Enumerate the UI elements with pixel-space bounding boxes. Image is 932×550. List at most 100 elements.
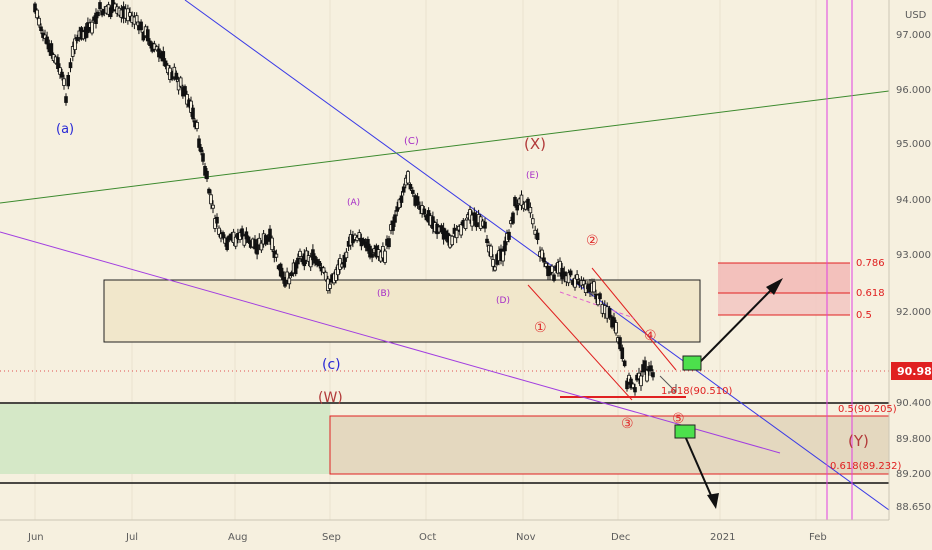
candle-body	[268, 228, 272, 242]
channel-upper-red	[591, 267, 677, 371]
trendline-green[interactable]	[0, 90, 890, 204]
candle-body	[581, 280, 586, 286]
candle-body	[183, 86, 187, 96]
candle-body	[489, 245, 493, 258]
candle-body	[45, 36, 49, 45]
candle-body	[296, 257, 300, 265]
candle-body	[503, 240, 507, 252]
candle-body	[620, 347, 625, 359]
candle-body	[246, 236, 251, 243]
x-tick: Nov	[516, 532, 536, 543]
wave-label-C: (C)	[404, 136, 419, 147]
candle-body	[366, 238, 370, 252]
candle-body	[281, 271, 285, 281]
candle-body	[515, 204, 519, 211]
candle-body	[244, 231, 249, 240]
candle-body	[533, 229, 537, 235]
candle-body	[172, 66, 177, 78]
candle-body	[191, 107, 195, 120]
wave-label-c: (c)	[322, 357, 341, 373]
candle-body	[37, 17, 41, 26]
wave-label-B: (B)	[377, 289, 390, 299]
candle-body	[399, 195, 404, 203]
candle-body	[531, 218, 535, 225]
fib-label-05-90205: 0.5(90.205)	[838, 404, 897, 415]
wave-label-E: (E)	[526, 171, 539, 181]
candle-body	[274, 253, 279, 258]
candle-body	[573, 277, 577, 288]
trendline-purple[interactable]	[0, 231, 781, 454]
y-tick: 94.000	[896, 195, 931, 206]
candle-body	[75, 37, 79, 42]
candle-body	[298, 250, 302, 257]
wave-label-X: (X)	[524, 135, 546, 153]
candle-body	[145, 29, 150, 42]
candle-body	[56, 57, 60, 69]
x-tick: Feb	[809, 532, 827, 543]
trendline-blue[interactable]	[184, 0, 890, 511]
x-tick: Jun	[27, 532, 44, 543]
currency-label: USD	[905, 10, 927, 21]
candle-body	[240, 228, 244, 237]
candle-body	[60, 71, 64, 78]
wave-label-3: ③	[621, 416, 634, 432]
candle-body	[108, 7, 113, 18]
candle-body	[201, 153, 205, 162]
candle-body	[141, 32, 146, 41]
candle-body	[174, 72, 179, 80]
candle-body	[185, 94, 189, 105]
candle-body	[542, 257, 546, 263]
candle-body	[134, 15, 139, 23]
wave-label-5: ⑤	[672, 411, 685, 427]
candle-body	[361, 238, 366, 244]
y-tick: 97.000	[896, 30, 931, 41]
candle-body	[550, 265, 554, 273]
candle-body	[649, 365, 653, 372]
fib-label-0786: 0.786	[856, 258, 885, 269]
candle-body	[317, 260, 322, 267]
candle-body	[308, 256, 313, 268]
fib-label-0618: 0.618	[856, 288, 885, 299]
candle-body	[357, 232, 362, 239]
candle-body	[195, 122, 199, 130]
candle-body	[627, 374, 631, 383]
candle-body	[607, 308, 612, 318]
candle-body	[651, 372, 655, 378]
candle-body	[410, 189, 415, 194]
candle-body	[596, 294, 600, 306]
x-tick: Sep	[322, 532, 341, 543]
candle-body	[259, 242, 264, 251]
candle-body	[575, 274, 579, 280]
candle-body	[334, 269, 338, 281]
candle-body	[203, 165, 207, 176]
wave-label-Y: (Y)	[848, 432, 869, 450]
candle-body	[242, 235, 247, 246]
candle-body	[558, 260, 562, 274]
arrow-up	[699, 278, 783, 363]
candle-body	[344, 251, 349, 259]
y-tick: 89.200	[896, 469, 931, 480]
candle-body	[370, 253, 374, 258]
candle-body	[189, 100, 193, 113]
wave-label-W: (W)	[318, 390, 343, 406]
candle-body	[566, 272, 571, 284]
candle-body	[70, 46, 75, 57]
candle-body	[355, 236, 359, 241]
candle-body	[58, 67, 62, 75]
candle-body	[631, 383, 635, 389]
support-zone-brown	[329, 415, 890, 475]
candle-body	[128, 12, 132, 17]
candle-body	[39, 26, 43, 31]
time-axis: Jun Jul Aug Sep Oct Nov Dec 2021 Feb	[0, 519, 889, 543]
candle-body	[209, 194, 213, 205]
candle-body	[383, 250, 387, 263]
x-tick: Dec	[611, 532, 630, 543]
candle-body	[225, 237, 229, 251]
candle-body	[528, 206, 533, 214]
grid	[34, 0, 817, 520]
candle-body	[491, 259, 495, 267]
candle-body	[163, 60, 168, 67]
candle-body	[535, 232, 540, 241]
